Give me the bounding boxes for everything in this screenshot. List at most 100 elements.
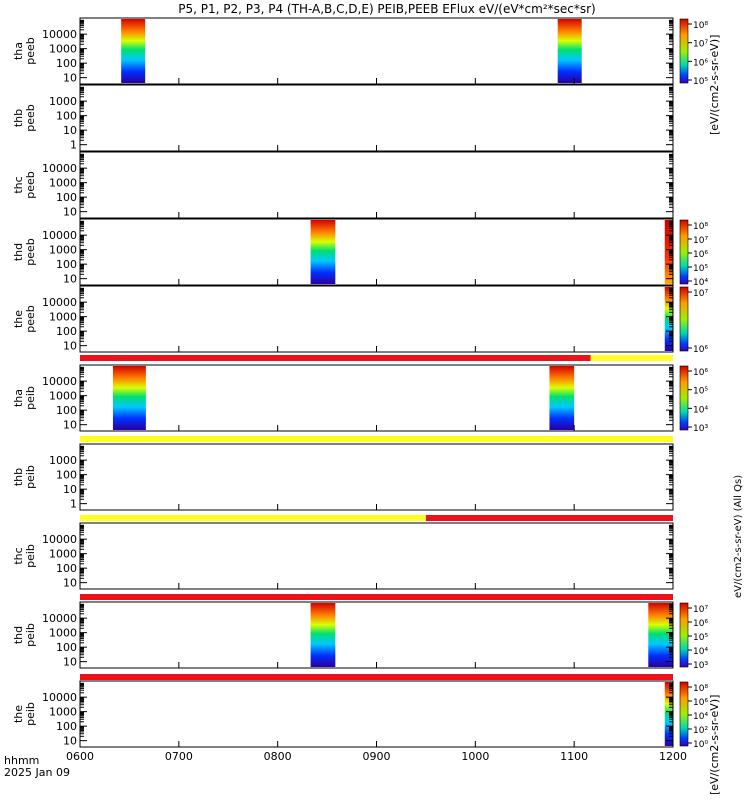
spectrogram-block: [557, 19, 582, 83]
colorbar-tick-label: 10⁴: [693, 712, 708, 722]
panel-label: thb: [12, 468, 25, 486]
status-bar-segment: [80, 436, 673, 442]
x-tick-label: 1200: [659, 750, 687, 763]
panel-label: thd: [12, 626, 25, 644]
y-tick-label: 1000: [49, 43, 77, 56]
figure-title: P5, P1, P2, P3, P4 (TH-A,B,C,D,E) PEIB,P…: [178, 2, 595, 16]
panel-frame: [79, 601, 674, 669]
spectrogram-block: [310, 603, 336, 667]
colorbar-tick-label: 10⁴: [693, 647, 708, 657]
panel-label: peib: [24, 544, 37, 568]
y-tick-label: 100: [56, 720, 77, 733]
spectrogram-block: [664, 682, 673, 746]
quality-bars: [80, 355, 673, 680]
y-tick-label: 10000: [42, 28, 77, 41]
x-tick-label: 0700: [165, 750, 193, 763]
y-tick-label: 1000: [49, 548, 77, 561]
y-tick-label: 100: [56, 641, 77, 654]
y-tick-label: 10000: [42, 375, 77, 388]
y-tick-label: 10: [63, 483, 77, 496]
x-tick-label: 1000: [461, 750, 489, 763]
y-tick-label: 10: [63, 72, 77, 85]
colorbar-thd-peeb: [679, 219, 689, 285]
panel-frame: [79, 285, 674, 353]
panel-frame: [79, 17, 674, 85]
colorbar-tick-label: 10⁷: [693, 236, 708, 246]
panel-label: peeb: [24, 37, 37, 65]
y-tick-label: 10: [63, 735, 77, 748]
status-bar-segment: [80, 355, 591, 361]
colorbar-tha-peeb: [679, 18, 689, 84]
y-tick-label: 100: [56, 325, 77, 338]
colorbar-tick-label: 10⁶: [693, 345, 708, 355]
panel-label: thd: [12, 243, 25, 261]
y-tick-label: 100: [56, 110, 77, 123]
x-tick-label: 1100: [560, 750, 588, 763]
colorbar-tick-label: 10⁵: [693, 387, 708, 397]
colorbar-tick-label: 10⁶: [693, 58, 708, 68]
y-tick-label: 10000: [42, 612, 77, 625]
colorbar-tick-label: 10⁴: [693, 278, 708, 288]
y-tick-label: 100: [56, 469, 77, 482]
y-tick-label: 1000: [49, 177, 77, 190]
spectrogram-block: [664, 220, 673, 284]
status-bar-segment: [590, 355, 673, 361]
x-tick-label: 0800: [264, 750, 292, 763]
y-tick-label: 10: [63, 340, 77, 353]
time-axis: 0600 0700 0800 0900 1000 1100 1200: [66, 78, 687, 763]
y-tick-label: 1000: [49, 390, 77, 403]
x-tick-label: 0600: [66, 750, 94, 763]
panel-label: tha: [12, 42, 25, 60]
spectrogram-block: [648, 603, 673, 667]
y-tick-label: 1000: [49, 311, 77, 324]
colorbar-tick-label: 10⁶: [693, 368, 708, 378]
panel-label: peeb: [24, 104, 37, 132]
panel-label: peeb: [24, 305, 37, 333]
colorbar-tick-label: 10⁸: [693, 21, 708, 31]
colorbars: 10⁸10⁷10⁶10⁵10⁸10⁷10⁶10⁵10⁴10⁷10⁶10⁶10⁵1…: [679, 18, 708, 750]
y-tick-label: 10000: [42, 533, 77, 546]
panel-frame: [79, 443, 674, 511]
panel-frame: [79, 680, 674, 748]
panel-label: the: [12, 705, 25, 723]
spectrogram-block: [664, 287, 673, 351]
panel-label: peib: [24, 386, 37, 410]
colorbar-tha-peib: [679, 365, 689, 431]
colorbar-the-peeb: [679, 286, 689, 352]
y-tick-label: 100: [56, 57, 77, 70]
date-label: 2025 Jan 09: [4, 766, 70, 779]
y-tick-label: 1000: [49, 95, 77, 108]
colorbar-tick-label: 10²: [693, 726, 708, 736]
panel-frame: [79, 151, 674, 219]
panel-frame: [79, 84, 674, 152]
y-tick-label: 100: [56, 191, 77, 204]
spectrogram-block: [310, 220, 336, 284]
spectrogram-block: [121, 19, 146, 83]
time-axis-label: hhmm: [4, 754, 39, 767]
status-bar-segment: [80, 674, 673, 680]
colorbar-unit-side: eV/(cm2-s-sr-eV) (All Qs): [733, 475, 744, 598]
y-tick-label: 1000: [49, 244, 77, 257]
panel-label: thc: [12, 547, 25, 564]
colorbar-tick-label: 10⁵: [693, 264, 708, 274]
colorbar-the-peib: [679, 681, 689, 747]
colorbar-thd-peib: [679, 602, 689, 668]
y-tick-label: 1: [70, 498, 77, 511]
y-tick-label: 1000: [49, 627, 77, 640]
spectrogram-block: [112, 366, 146, 430]
panel-label: thb: [12, 109, 25, 127]
colorbar-unit-top: [eV/(cm2-s-sr-eV)]: [708, 35, 721, 135]
y-tick-label: 10: [63, 124, 77, 137]
colorbar-tick-label: 10³: [693, 424, 708, 434]
y-tick-label: 10000: [42, 691, 77, 704]
y-tick-label: 100: [56, 404, 77, 417]
